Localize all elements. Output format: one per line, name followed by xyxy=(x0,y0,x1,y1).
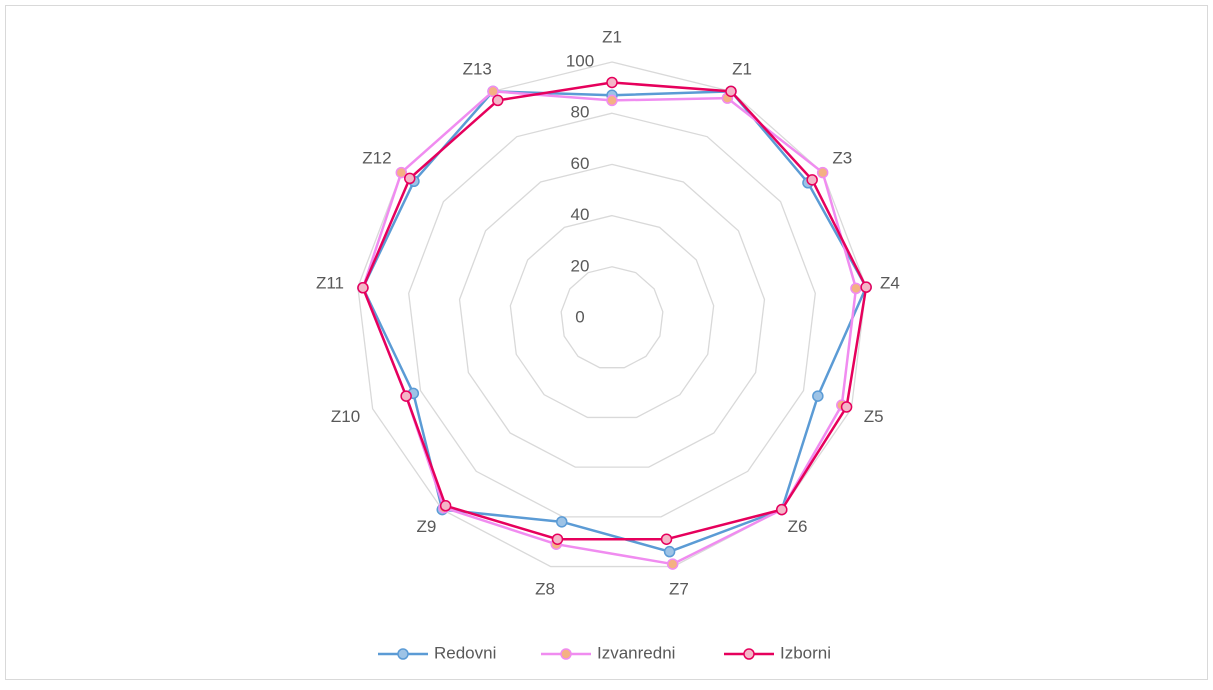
marker xyxy=(850,282,862,295)
marker xyxy=(400,390,412,402)
marker xyxy=(840,401,853,413)
grid-ring xyxy=(458,163,766,468)
tick-label: 100 xyxy=(566,51,594,70)
category-label: Z5 xyxy=(864,407,884,426)
category-label: Z10 xyxy=(331,407,360,426)
category-label: Z6 xyxy=(788,517,808,536)
marker xyxy=(551,533,564,545)
series-line xyxy=(361,81,868,541)
marker xyxy=(439,500,452,512)
marker xyxy=(776,503,788,516)
tick-label: 40 xyxy=(571,205,590,224)
category-label: Z9 xyxy=(416,517,436,536)
legend-marker xyxy=(560,648,572,660)
marker xyxy=(860,281,872,293)
marker xyxy=(812,390,824,402)
legend-label: Redovni xyxy=(434,643,496,662)
tick-label: 80 xyxy=(571,103,590,122)
tick-label: 20 xyxy=(571,256,590,275)
legend-marker xyxy=(743,648,755,660)
marker xyxy=(725,85,737,98)
category-label: Z11 xyxy=(316,274,344,293)
legend-marker xyxy=(397,648,409,660)
marker xyxy=(660,533,673,545)
marker xyxy=(492,94,504,107)
grid-ring xyxy=(509,214,715,419)
marker xyxy=(606,94,618,107)
legend-label: Izborni xyxy=(780,643,831,662)
category-label: Z12 xyxy=(362,148,391,167)
series-line xyxy=(361,90,868,553)
marker xyxy=(816,166,829,179)
category-label: Z3 xyxy=(832,148,852,167)
marker xyxy=(666,558,679,570)
marker xyxy=(806,174,818,186)
marker xyxy=(606,76,618,89)
category-label: Z1 xyxy=(732,60,752,79)
marker xyxy=(403,172,416,185)
grid-ring xyxy=(560,266,664,369)
tick-label: 60 xyxy=(571,154,590,173)
chart-border xyxy=(5,5,1208,680)
marker xyxy=(556,516,568,528)
marker xyxy=(395,166,408,179)
category-label: Z4 xyxy=(880,274,900,293)
tick-label: 0 xyxy=(575,307,584,326)
series-line xyxy=(361,90,858,566)
marker xyxy=(357,282,369,294)
marker xyxy=(663,545,676,558)
marker xyxy=(487,85,499,98)
category-label: Z7 xyxy=(669,579,689,598)
legend-label: Izvanredni xyxy=(597,643,675,662)
category-label: Z13 xyxy=(463,60,492,79)
category-label: Z8 xyxy=(535,579,555,598)
grid-ring xyxy=(408,112,816,518)
category-label: Z1 xyxy=(602,27,622,46)
